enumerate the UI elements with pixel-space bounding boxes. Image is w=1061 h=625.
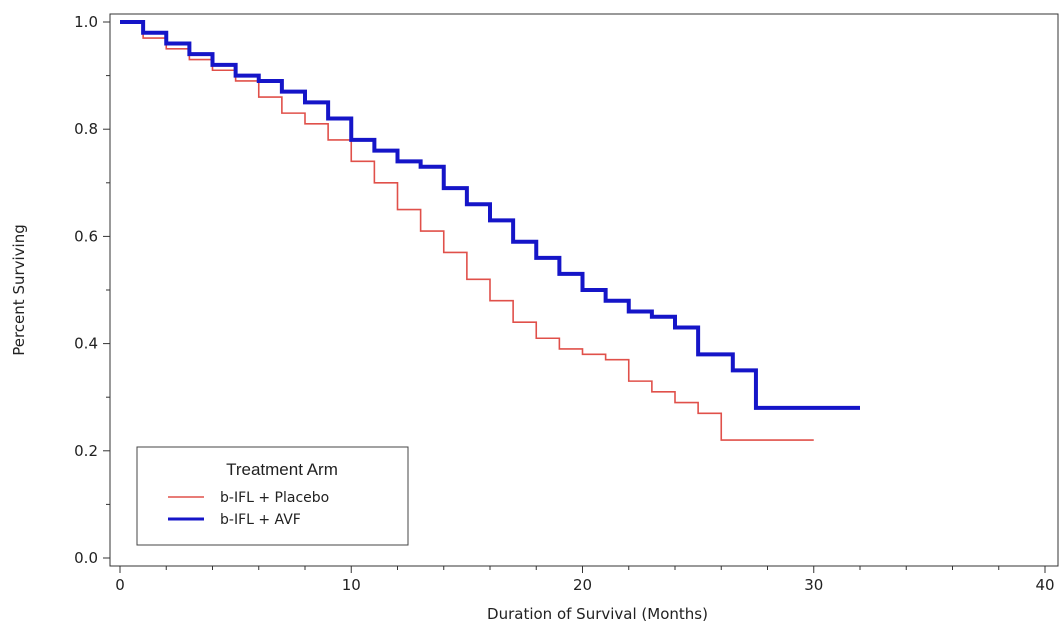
series-line-avf bbox=[120, 20, 860, 410]
y-tick-label: 0.8 bbox=[74, 120, 98, 138]
legend: Treatment Arm b-IFL + Placebo b-IFL + AV… bbox=[136, 446, 409, 546]
legend-label-placebo: b-IFL + Placebo bbox=[220, 490, 329, 506]
legend-box bbox=[136, 446, 409, 546]
x-tick-label: 10 bbox=[342, 576, 361, 594]
legend-label-avf: b-IFL + AVF bbox=[220, 512, 301, 528]
y-axis-title: Percent Surviving bbox=[10, 224, 28, 356]
x-tick-label: 30 bbox=[804, 576, 823, 594]
y-tick-label: 1.0 bbox=[74, 13, 98, 31]
series-line-placebo bbox=[120, 21, 814, 441]
x-tick-label: 20 bbox=[573, 576, 592, 594]
x-tick-label: 0 bbox=[115, 576, 125, 594]
y-tick-label: 0.4 bbox=[74, 335, 98, 353]
x-tick-label: 40 bbox=[1035, 576, 1054, 594]
y-tick-label: 0.6 bbox=[74, 227, 98, 245]
legend-title: Treatment Arm bbox=[226, 460, 338, 479]
y-tick-label: 0.2 bbox=[74, 442, 98, 460]
x-axis-title: Duration of Survival (Months) bbox=[487, 605, 708, 623]
y-tick-label: 0.0 bbox=[74, 549, 98, 567]
